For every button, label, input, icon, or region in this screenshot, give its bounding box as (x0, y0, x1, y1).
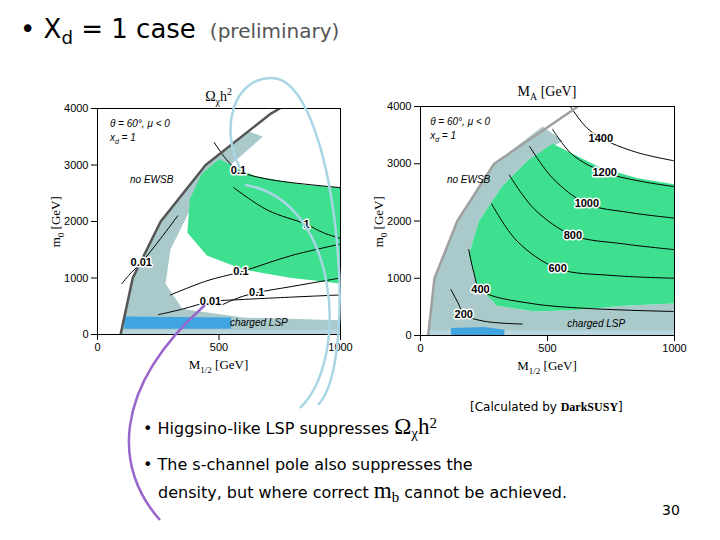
svg-text:3000: 3000 (64, 159, 88, 171)
html-text:0: 0 (378, 232, 389, 237)
svg-text:0: 0 (417, 342, 423, 354)
html-text:charged LSP: charged LSP (567, 318, 626, 329)
html-text:M1/2[GeV]: M1/2[GeV] (517, 358, 577, 376)
html-text:[GeV]: [GeV] (48, 196, 64, 233)
html-text:30: 30 (662, 502, 680, 518)
html-text:density, but where correctmbca: density, but where correctmbcannot be ac… (158, 478, 567, 506)
html-text:m: m (48, 237, 64, 248)
html-text:no EWSB: no EWSB (446, 174, 491, 185)
svg-text:4000: 4000 (64, 102, 88, 114)
svg-text:500: 500 (538, 342, 556, 354)
svg-text:1000: 1000 (387, 272, 411, 284)
svg-text:0.1: 0.1 (231, 164, 246, 176)
html-text:M1/2[GeV]: M1/2[GeV] (188, 357, 249, 375)
html-text:• The s-channel pole also supp: • The s-channel pole also suppresses the (143, 455, 473, 474)
html-text:m: m (371, 236, 387, 247)
html-text:[Calculated by DarkSUSY]: [Calculated by DarkSUSY] (470, 400, 623, 414)
svg-text:0: 0 (82, 328, 88, 340)
html-text:θ = 60°, μ < 0: θ = 60°, μ < 0 (109, 117, 170, 129)
svg-text:0.01: 0.01 (131, 256, 152, 268)
html-text:0: 0 (55, 232, 66, 238)
html-text:xd= 1: xd= 1 (109, 132, 136, 146)
svg-text:400: 400 (471, 283, 489, 295)
html-text:• Xd= 1 case: • Xd= 1 case (20, 14, 196, 49)
svg-text:1: 1 (303, 218, 309, 230)
html-text:[GeV]: [GeV] (371, 195, 387, 233)
html-text:MA[GeV]: MA[GeV] (517, 84, 577, 102)
svg-text:1000: 1000 (575, 197, 599, 209)
svg-text:1000: 1000 (662, 342, 686, 354)
html-text:(preliminary): (preliminary) (209, 19, 340, 43)
svg-text:3000: 3000 (387, 157, 411, 169)
html-text:xd= 1: xd= 1 (430, 130, 456, 144)
svg-text:800: 800 (564, 229, 582, 241)
svg-text:0.01: 0.01 (200, 295, 221, 307)
svg-text:200: 200 (455, 308, 473, 320)
svg-text:0.1: 0.1 (233, 265, 248, 277)
svg-text:1000: 1000 (328, 341, 352, 353)
svg-text:2000: 2000 (387, 215, 411, 227)
svg-text:0.1: 0.1 (249, 286, 264, 298)
svg-text:0: 0 (94, 341, 100, 353)
html-text:θ = 60°, μ < 0: θ = 60°, μ < 0 (430, 116, 491, 128)
html-text:charged LSP: charged LSP (229, 316, 288, 328)
svg-text:600: 600 (548, 262, 566, 274)
svg-text:500: 500 (210, 341, 228, 353)
svg-text:4000: 4000 (387, 100, 411, 112)
svg-text:1000: 1000 (64, 272, 88, 284)
svg-text:1400: 1400 (589, 132, 613, 144)
svg-text:2000: 2000 (64, 215, 88, 227)
html-text:Ωχh2: Ωχh2 (205, 86, 232, 107)
svg-text:0: 0 (405, 329, 411, 341)
html-text:no EWSB: no EWSB (130, 174, 174, 186)
svg-text:1200: 1200 (592, 166, 616, 178)
html-text:• Higgsino-like LSP suppresses: • Higgsino-like LSP suppressesΩχh2 (143, 414, 437, 442)
